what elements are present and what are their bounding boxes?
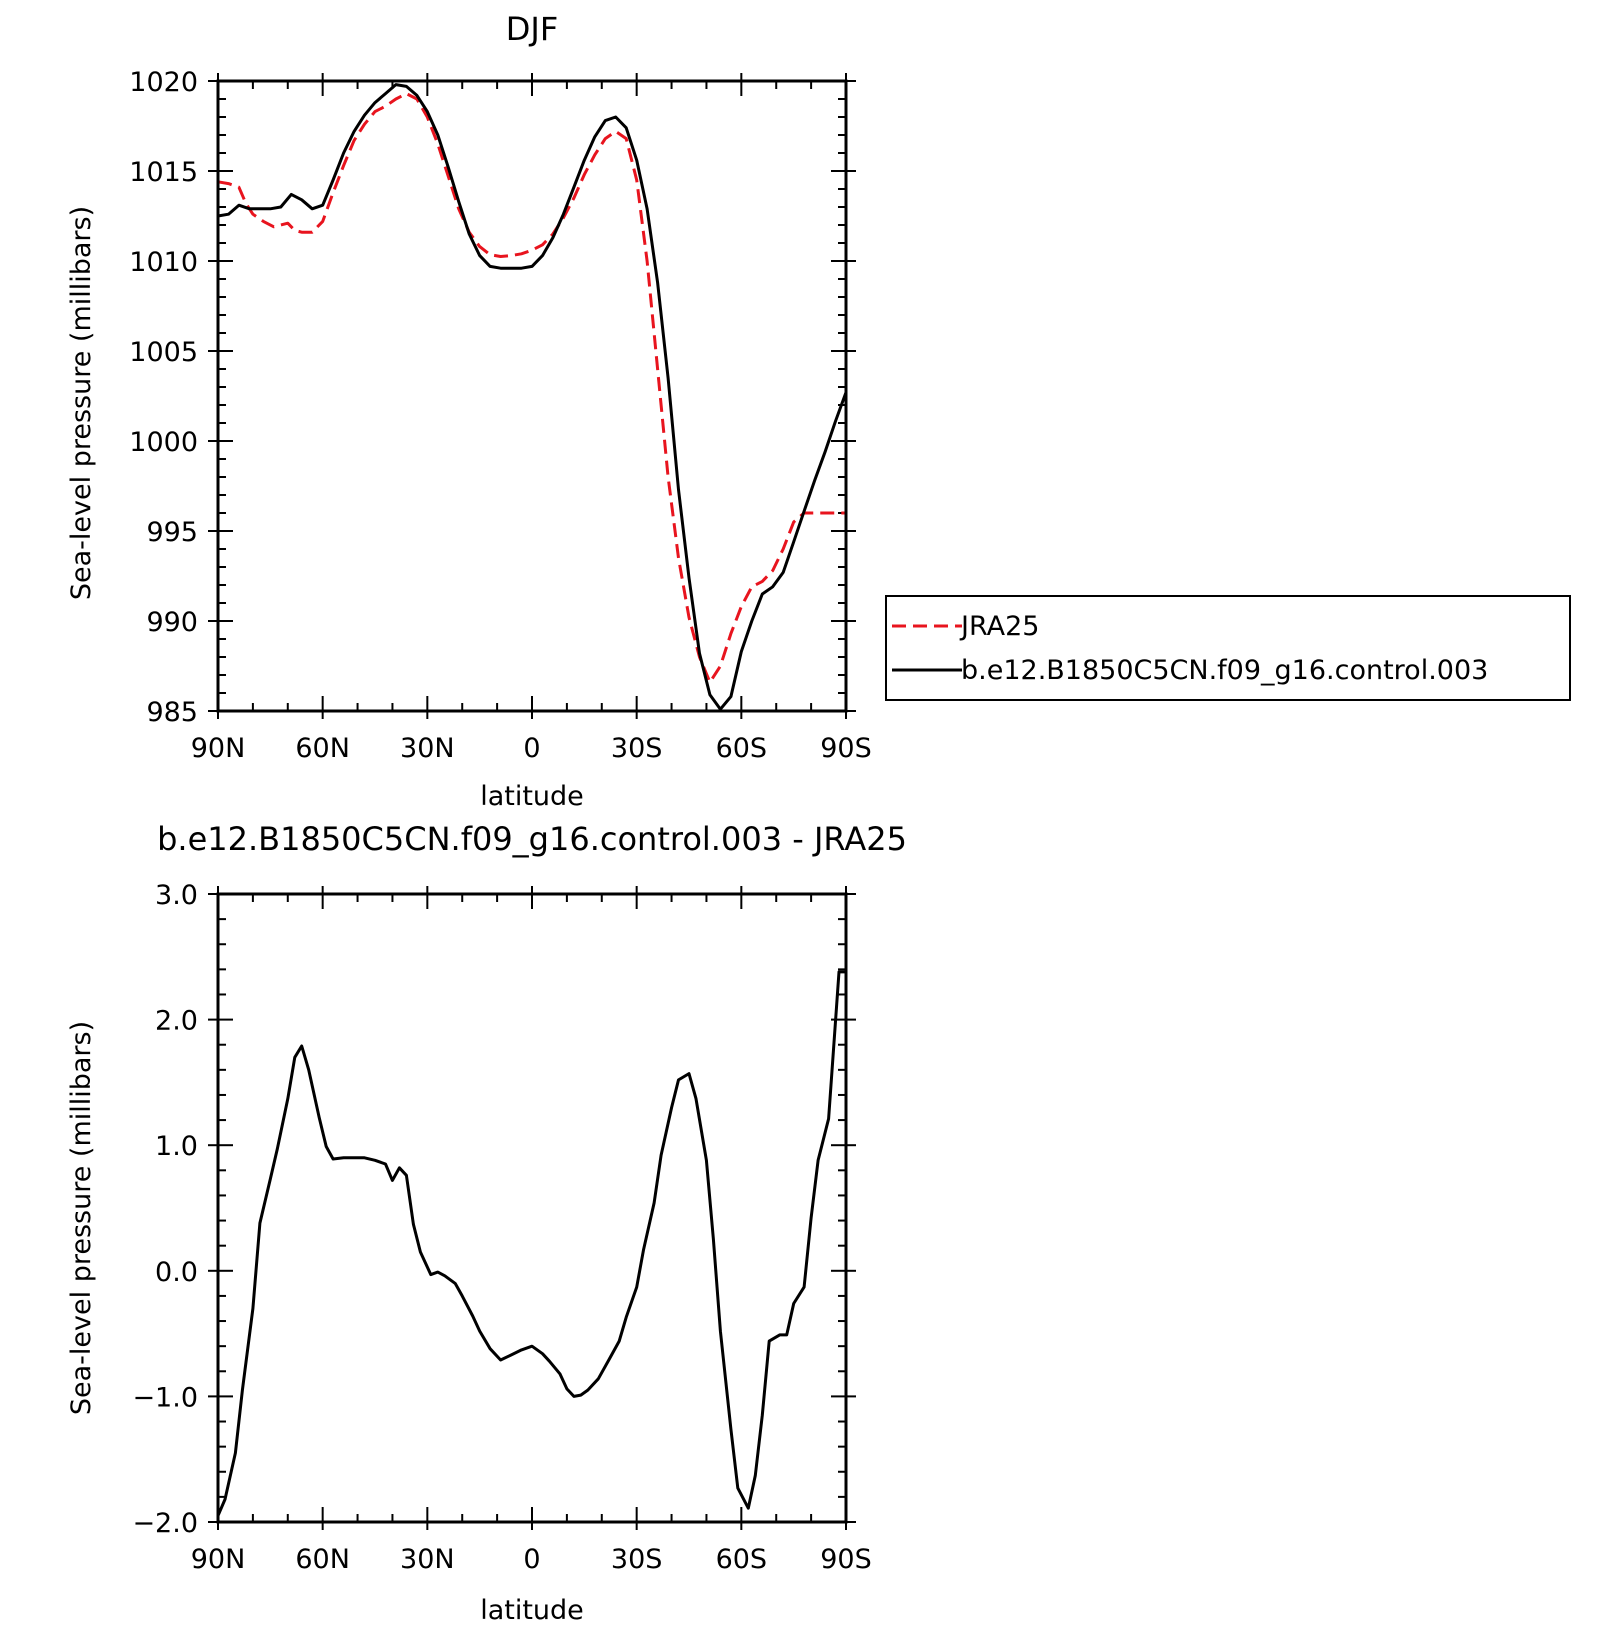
top-y-tick-label: 995 [146, 517, 198, 548]
legend-box [885, 595, 1571, 701]
top-x-tick-label: 0 [523, 733, 540, 764]
top-x-tick-label: 30S [611, 733, 663, 764]
bottom-ticks: 90N 60N 30N 0 30S 60S 90S −2.0 −1.0 0.0 1.0 2.0 3.0 [132, 880, 871, 1575]
top-series-line-1 [217, 83, 848, 711]
legend: JRA25 b.e12.B1850C5CN.f09_g16.control.00… [885, 595, 1571, 701]
bottom-x-axis-label: latitude [480, 1595, 584, 1625]
bottom-plot-frame [216, 892, 848, 1524]
top-y-tick-label: 1020 [129, 67, 198, 98]
top-plot-frame [216, 79, 848, 713]
bottom-y-tick-label: 1.0 [155, 1131, 198, 1162]
top-panel: DJF Sea-level pressure (millibars) latit… [66, 10, 872, 812]
bottom-chart-title: b.e12.B1850C5CN.f09_g16.control.003 - JR… [157, 820, 907, 858]
top-y-axis-label: Sea-level pressure (millibars) [66, 206, 97, 600]
bottom-series [216, 970, 846, 1517]
bottom-x-tick-label: 90S [820, 1544, 872, 1575]
top-y-tick-label: 985 [146, 697, 198, 728]
legend-label-jra25: JRA25 [959, 611, 1039, 642]
bottom-x-tick-label: 0 [523, 1544, 540, 1575]
top-y-tick-label: 1000 [129, 427, 198, 458]
top-x-tick-label: 30N [400, 733, 455, 764]
top-ticks: 90N 60N 30N 0 30S 60S 90S 985 990 995 1000 1005 1010… [129, 67, 871, 764]
top-x-tick-label: 90N [191, 733, 246, 764]
bottom-y-axis-label: Sea-level pressure (millibars) [66, 1021, 97, 1415]
top-x-tick-label: 60N [295, 733, 350, 764]
top-x-tick-label: 60S [716, 733, 768, 764]
top-x-axis-label: latitude [480, 781, 584, 812]
bottom-x-tick-label: 60N [295, 1544, 350, 1575]
bottom-panel: b.e12.B1850C5CN.f09_g16.control.003 - JR… [66, 820, 907, 1625]
top-series [217, 83, 848, 711]
bottom-y-tick-label: 0.0 [155, 1257, 198, 1288]
top-y-tick-label: 1015 [129, 157, 198, 188]
top-series-line-0 [217, 92, 846, 684]
bottom-y-tick-label: 3.0 [155, 880, 198, 911]
bottom-x-tick-label: 60S [716, 1544, 768, 1575]
bottom-x-tick-label: 30S [611, 1544, 663, 1575]
top-y-tick-label: 1010 [129, 247, 198, 278]
top-y-tick-label: 990 [146, 607, 198, 638]
bottom-y-tick-label: −1.0 [132, 1382, 198, 1413]
top-chart-title: DJF [506, 10, 558, 48]
bottom-y-tick-label: −2.0 [132, 1508, 198, 1539]
bottom-x-tick-label: 90N [191, 1544, 246, 1575]
top-y-tick-label: 1005 [129, 337, 198, 368]
bottom-y-tick-label: 2.0 [155, 1006, 198, 1037]
bottom-series-line-0 [216, 970, 846, 1517]
top-x-tick-label: 90S [820, 733, 872, 764]
bottom-x-tick-label: 30N [400, 1544, 455, 1575]
legend-label-model: b.e12.B1850C5CN.f09_g16.control.003 [961, 655, 1488, 686]
